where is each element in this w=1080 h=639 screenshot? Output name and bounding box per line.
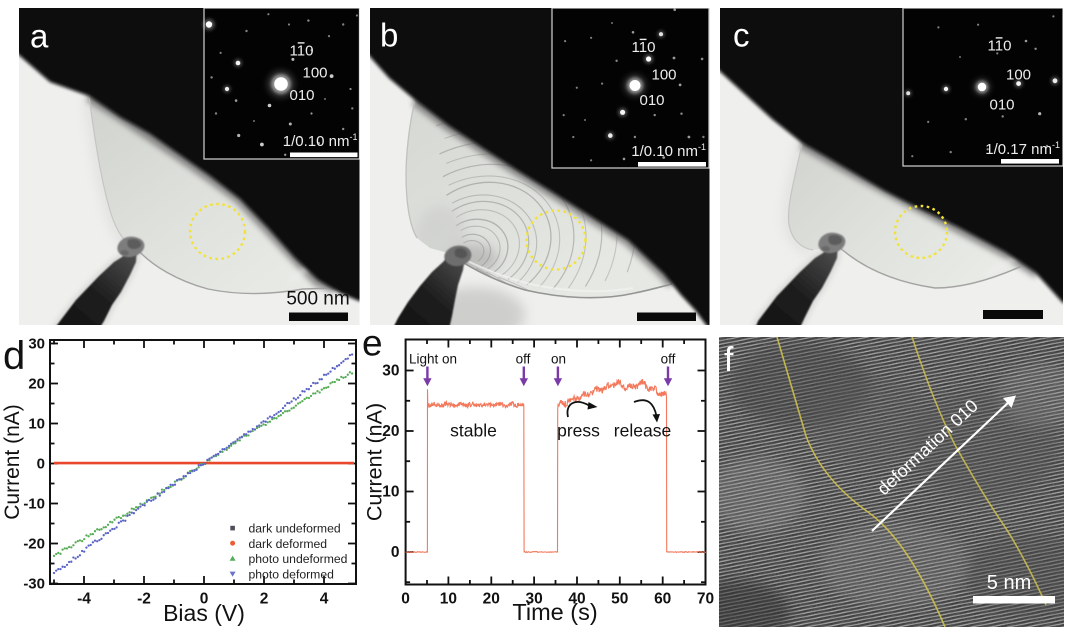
svg-text:Time (s): Time (s) <box>512 599 597 625</box>
svg-text:20: 20 <box>483 591 500 608</box>
svg-text:c: c <box>733 17 750 54</box>
svg-text:-2: -2 <box>137 591 151 608</box>
svg-text:b: b <box>380 17 398 54</box>
svg-text:off: off <box>661 352 676 367</box>
svg-text:photo deformed: photo deformed <box>249 568 334 582</box>
svg-text:30: 30 <box>525 591 542 608</box>
svg-text:1/0.17 nm-1: 1/0.17 nm-1 <box>985 140 1060 158</box>
svg-text:release: release <box>614 421 671 441</box>
svg-text:100: 100 <box>651 67 676 84</box>
svg-text:100: 100 <box>302 65 327 82</box>
svg-text:110: 110 <box>988 38 1012 55</box>
svg-text:10: 10 <box>28 416 45 433</box>
svg-text:e: e <box>362 323 383 364</box>
svg-text:40: 40 <box>568 591 585 608</box>
svg-text:0: 0 <box>401 591 410 608</box>
svg-text:010: 010 <box>289 87 314 104</box>
svg-text:Bias (V): Bias (V) <box>163 600 245 626</box>
svg-text:f: f <box>724 341 734 379</box>
svg-text:press: press <box>557 421 600 441</box>
svg-text:Light on: Light on <box>409 352 457 367</box>
svg-text:0: 0 <box>391 544 400 561</box>
svg-text:on: on <box>551 352 566 367</box>
svg-text:100: 100 <box>1006 67 1031 84</box>
svg-text:1/0.10 nm-1: 1/0.10 nm-1 <box>631 142 706 160</box>
svg-text:a: a <box>30 18 49 55</box>
svg-text:-20: -20 <box>23 536 45 553</box>
svg-text:0: 0 <box>200 591 209 608</box>
svg-text:-30: -30 <box>23 576 45 593</box>
svg-text:d: d <box>3 334 25 378</box>
svg-text:70: 70 <box>697 591 714 608</box>
svg-text:60: 60 <box>654 591 671 608</box>
svg-text:50: 50 <box>611 591 628 608</box>
svg-text:30: 30 <box>28 336 45 353</box>
svg-text:500 nm: 500 nm <box>286 289 349 310</box>
svg-text:2: 2 <box>260 591 269 608</box>
svg-text:10: 10 <box>440 591 457 608</box>
svg-text:stable: stable <box>450 421 497 441</box>
svg-text:1/0.10 nm-1: 1/0.10 nm-1 <box>283 132 358 150</box>
svg-text:10: 10 <box>382 484 399 501</box>
svg-text:0: 0 <box>37 456 45 473</box>
svg-text:5 nm: 5 nm <box>987 572 1031 594</box>
svg-text:-4: -4 <box>77 591 91 608</box>
svg-text:photo undeformed: photo undeformed <box>249 552 348 566</box>
svg-text:30: 30 <box>382 363 399 380</box>
svg-text:dark undeformed: dark undeformed <box>249 522 341 536</box>
svg-text:4: 4 <box>320 591 329 608</box>
svg-text:Current (nA): Current (nA) <box>363 403 387 521</box>
svg-text:20: 20 <box>28 376 45 393</box>
svg-text:-10: -10 <box>23 496 45 513</box>
svg-text:110: 110 <box>290 43 314 60</box>
svg-text:dark deformed: dark deformed <box>249 537 328 551</box>
svg-text:20: 20 <box>382 423 399 440</box>
svg-text:010: 010 <box>989 97 1014 114</box>
svg-text:110: 110 <box>632 39 656 56</box>
svg-text:off: off <box>516 352 531 367</box>
svg-text:010: 010 <box>639 92 664 109</box>
svg-text:Current (nA): Current (nA) <box>1 404 24 520</box>
